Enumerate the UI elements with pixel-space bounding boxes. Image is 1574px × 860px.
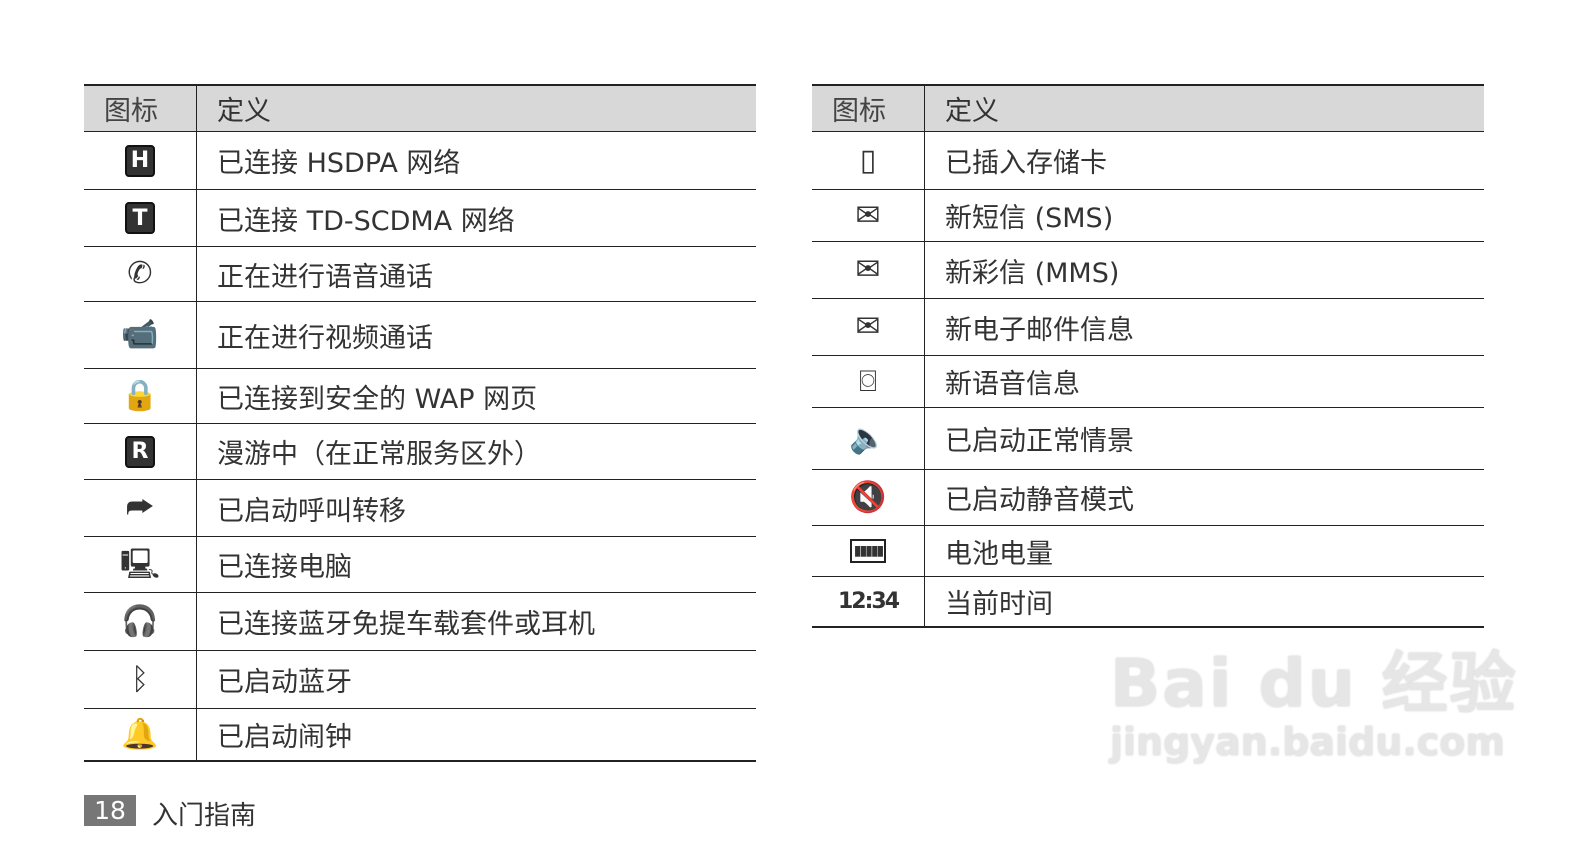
td-scdma-icon: T: [125, 202, 155, 234]
icon-cell: ⌼: [812, 356, 925, 407]
icon-table-left: 图标 定义 H 已连接 HSDPA 网络 T 已连接 TD-SCDMA 网络 ✆ 正在进行语音…: [84, 84, 756, 762]
icon-cell: 🎧: [84, 593, 197, 650]
icon-cell: 🔈: [812, 408, 925, 469]
icon-cell: 🔇: [812, 470, 925, 525]
table-row: 🔈 已启动正常情景: [812, 408, 1484, 470]
table-row: 🖳 已连接电脑: [84, 537, 756, 593]
icon-cell: ▮▮▮▮▮: [812, 526, 925, 576]
normal-profile-icon: 🔈: [849, 420, 887, 456]
table-row: R 漫游中（在正常服务区外）: [84, 424, 756, 480]
table-row: 🔔 已启动闹钟: [84, 709, 756, 762]
header-def-col: 定义: [945, 96, 999, 127]
secure-wap-icon: 🔒: [121, 378, 159, 413]
watermark-logo: Bai du 经验: [1110, 645, 1518, 722]
table-row: 📹 正在进行视频通话: [84, 302, 756, 369]
page-number: 18: [84, 795, 136, 826]
bluetooth-headset-icon: 🎧: [121, 603, 159, 639]
icon-cell: ▯: [812, 132, 925, 189]
alarm-icon: 🔔: [121, 716, 159, 752]
icon-cell: ✉: [812, 242, 925, 298]
definition-text: 已连接 HSDPA 网络: [217, 148, 461, 179]
voice-call-icon: ✆: [127, 256, 153, 291]
definition-text: 新短信 (SMS): [945, 203, 1114, 234]
call-forward-icon: ⮫: [126, 490, 154, 525]
icon-cell: 🖳: [84, 537, 197, 592]
table-row: ✉ 新电子邮件信息: [812, 299, 1484, 356]
header-icon-col: 图标: [812, 86, 925, 131]
bluetooth-icon: ᛒ: [131, 661, 149, 697]
section-title: 入门指南: [152, 801, 257, 831]
icon-cell: ✉: [812, 299, 925, 355]
table-row: ✉ 新彩信 (MMS): [812, 242, 1484, 299]
watermark-url: jingyan.baidu.com: [1110, 720, 1505, 764]
icon-cell: 📹: [84, 302, 197, 368]
table-row: 🔒 已连接到安全的 WAP 网页: [84, 369, 756, 424]
definition-text: 已连接 TD-SCDMA 网络: [217, 205, 515, 237]
video-call-icon: 📹: [121, 317, 159, 352]
icon-cell: 12:34: [812, 577, 925, 626]
table-row: T 已连接 TD-SCDMA 网络: [84, 190, 756, 247]
clock-icon: 12:34: [837, 588, 900, 614]
table-row: 🔇 已启动静音模式: [812, 470, 1484, 526]
icon-cell: ✉: [812, 190, 925, 241]
sms-icon: ✉: [855, 197, 881, 233]
icon-cell: ✆: [84, 247, 197, 301]
mms-icon: ✉: [855, 252, 881, 287]
definition-text: 已连接蓝牙免提车载套件或耳机: [217, 609, 595, 640]
table-row: ▮▮▮▮▮ 电池电量: [812, 526, 1484, 577]
icon-cell: R: [84, 424, 197, 479]
icon-cell: ⮫: [84, 480, 197, 536]
table-header: 图标 定义: [812, 86, 1484, 132]
table-row: 🎧 已连接蓝牙免提车载套件或耳机: [84, 593, 756, 651]
table-row: ▯ 已插入存储卡: [812, 132, 1484, 190]
definition-text: 已启动正常情景: [945, 426, 1134, 457]
table-row: ✆ 正在进行语音通话: [84, 247, 756, 302]
definition-text: 新彩信 (MMS): [945, 257, 1120, 289]
table-row: ⌼ 新语音信息: [812, 356, 1484, 408]
header-def-col: 定义: [217, 96, 271, 127]
baidu-watermark: Bai du 经验 jingyan.baidu.com: [1110, 630, 1518, 764]
icon-cell: H: [84, 132, 197, 189]
battery-icon: ▮▮▮▮▮: [849, 539, 887, 563]
header-icon-col: 图标: [84, 86, 197, 131]
definition-text: 已连接到安全的 WAP 网页: [217, 383, 538, 415]
definition-text: 正在进行语音通话: [217, 261, 433, 293]
icon-table-right: 图标 定义 ▯ 已插入存储卡 ✉ 新短信 (SMS) ✉ 新彩信 (MMS) ✉ 新电子邮件信息 ⌼…: [812, 84, 1484, 628]
icon-cell: 🔒: [84, 369, 197, 423]
definition-text: 已插入存储卡: [945, 148, 1107, 179]
icon-cell: ᛒ: [84, 651, 197, 708]
definition-text: 正在进行视频通话: [217, 322, 433, 354]
definition-text: 已连接电脑: [217, 552, 352, 583]
icon-cell: T: [84, 190, 197, 246]
email-icon: ✉: [855, 309, 881, 344]
table-row: ⮫ 已启动呼叫转移: [84, 480, 756, 537]
definition-text: 已启动蓝牙: [217, 667, 352, 698]
definition-text: 已启动呼叫转移: [217, 495, 406, 527]
table-row: ᛒ 已启动蓝牙: [84, 651, 756, 709]
pc-connected-icon: 🖳: [119, 546, 161, 582]
definition-text: 新语音信息: [945, 369, 1080, 400]
table-header: 图标 定义: [84, 86, 756, 132]
definition-text: 漫游中（在正常服务区外）: [217, 439, 541, 470]
definition-text: 已启动闹钟: [217, 722, 352, 753]
definition-text: 电池电量: [945, 538, 1053, 570]
definition-text: 当前时间: [945, 589, 1053, 620]
voicemail-icon: ⌼: [859, 363, 877, 399]
table-row: H 已连接 HSDPA 网络: [84, 132, 756, 190]
hsdpa-icon: H: [125, 144, 155, 177]
definition-text: 新电子邮件信息: [945, 314, 1134, 346]
roaming-icon: R: [125, 435, 155, 468]
memory-card-icon: ▯: [859, 142, 877, 178]
icon-cell: 🔔: [84, 709, 197, 760]
table-row: ✉ 新短信 (SMS): [812, 190, 1484, 242]
table-row: 12:34 当前时间: [812, 577, 1484, 628]
definition-text: 已启动静音模式: [945, 485, 1134, 516]
silent-profile-icon: 🔇: [849, 479, 887, 515]
